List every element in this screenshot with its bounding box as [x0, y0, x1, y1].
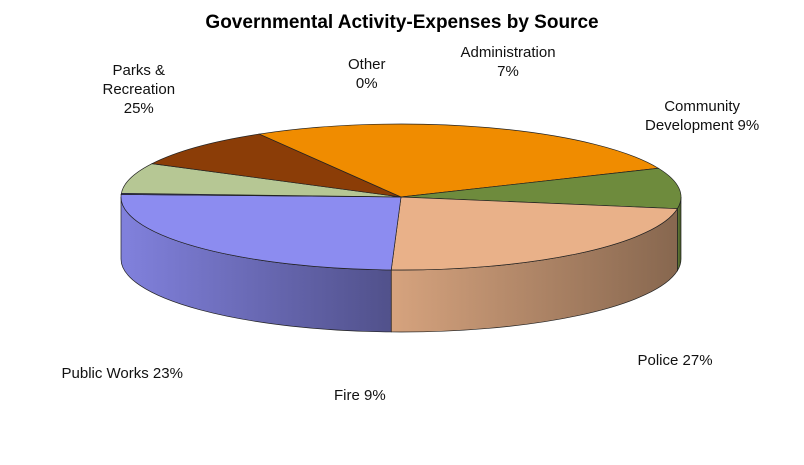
slice-label-line: Recreation	[102, 81, 176, 98]
pie-slice-fire	[400, 167, 682, 210]
slice-label-line: Fire 9%	[334, 387, 386, 404]
chart-title: Governmental Activity-Expenses by Source	[205, 12, 599, 33]
slice-label-line: Public Works 23%	[61, 365, 183, 382]
slice-label-line: 7%	[497, 63, 519, 80]
pie-slice-community-development	[150, 133, 402, 198]
slice-label-public-works: Public Works 23%	[62, 364, 183, 383]
slice-label-fire: Fire 9%	[334, 386, 386, 405]
slice-label-line: Community	[664, 98, 741, 115]
slice-label-line: 25%	[123, 100, 154, 117]
slice-label-police: Police 27%	[638, 351, 713, 370]
slice-label-other: Other 0%	[348, 55, 386, 93]
slice-label-parks-recreation: Parks & Recreation 25%	[103, 61, 176, 118]
pie-slice-police	[258, 123, 660, 198]
pie-slice-public-works	[390, 196, 679, 271]
slice-label-line: 0%	[355, 75, 378, 92]
slice-label-line: Administration	[460, 44, 556, 61]
slice-label-line: Development 9%	[645, 117, 760, 134]
pie-slice-other	[120, 192, 402, 198]
slice-label-line: Parks &	[112, 62, 166, 79]
slice-label-line: Other	[348, 56, 386, 73]
slice-label-line: Police 27%	[637, 352, 713, 369]
slice-label-community-development: Community Development 9%	[645, 97, 759, 135]
pie-slice-parks-recreation	[120, 194, 402, 271]
slice-label-administration: Administration 7%	[461, 43, 556, 81]
